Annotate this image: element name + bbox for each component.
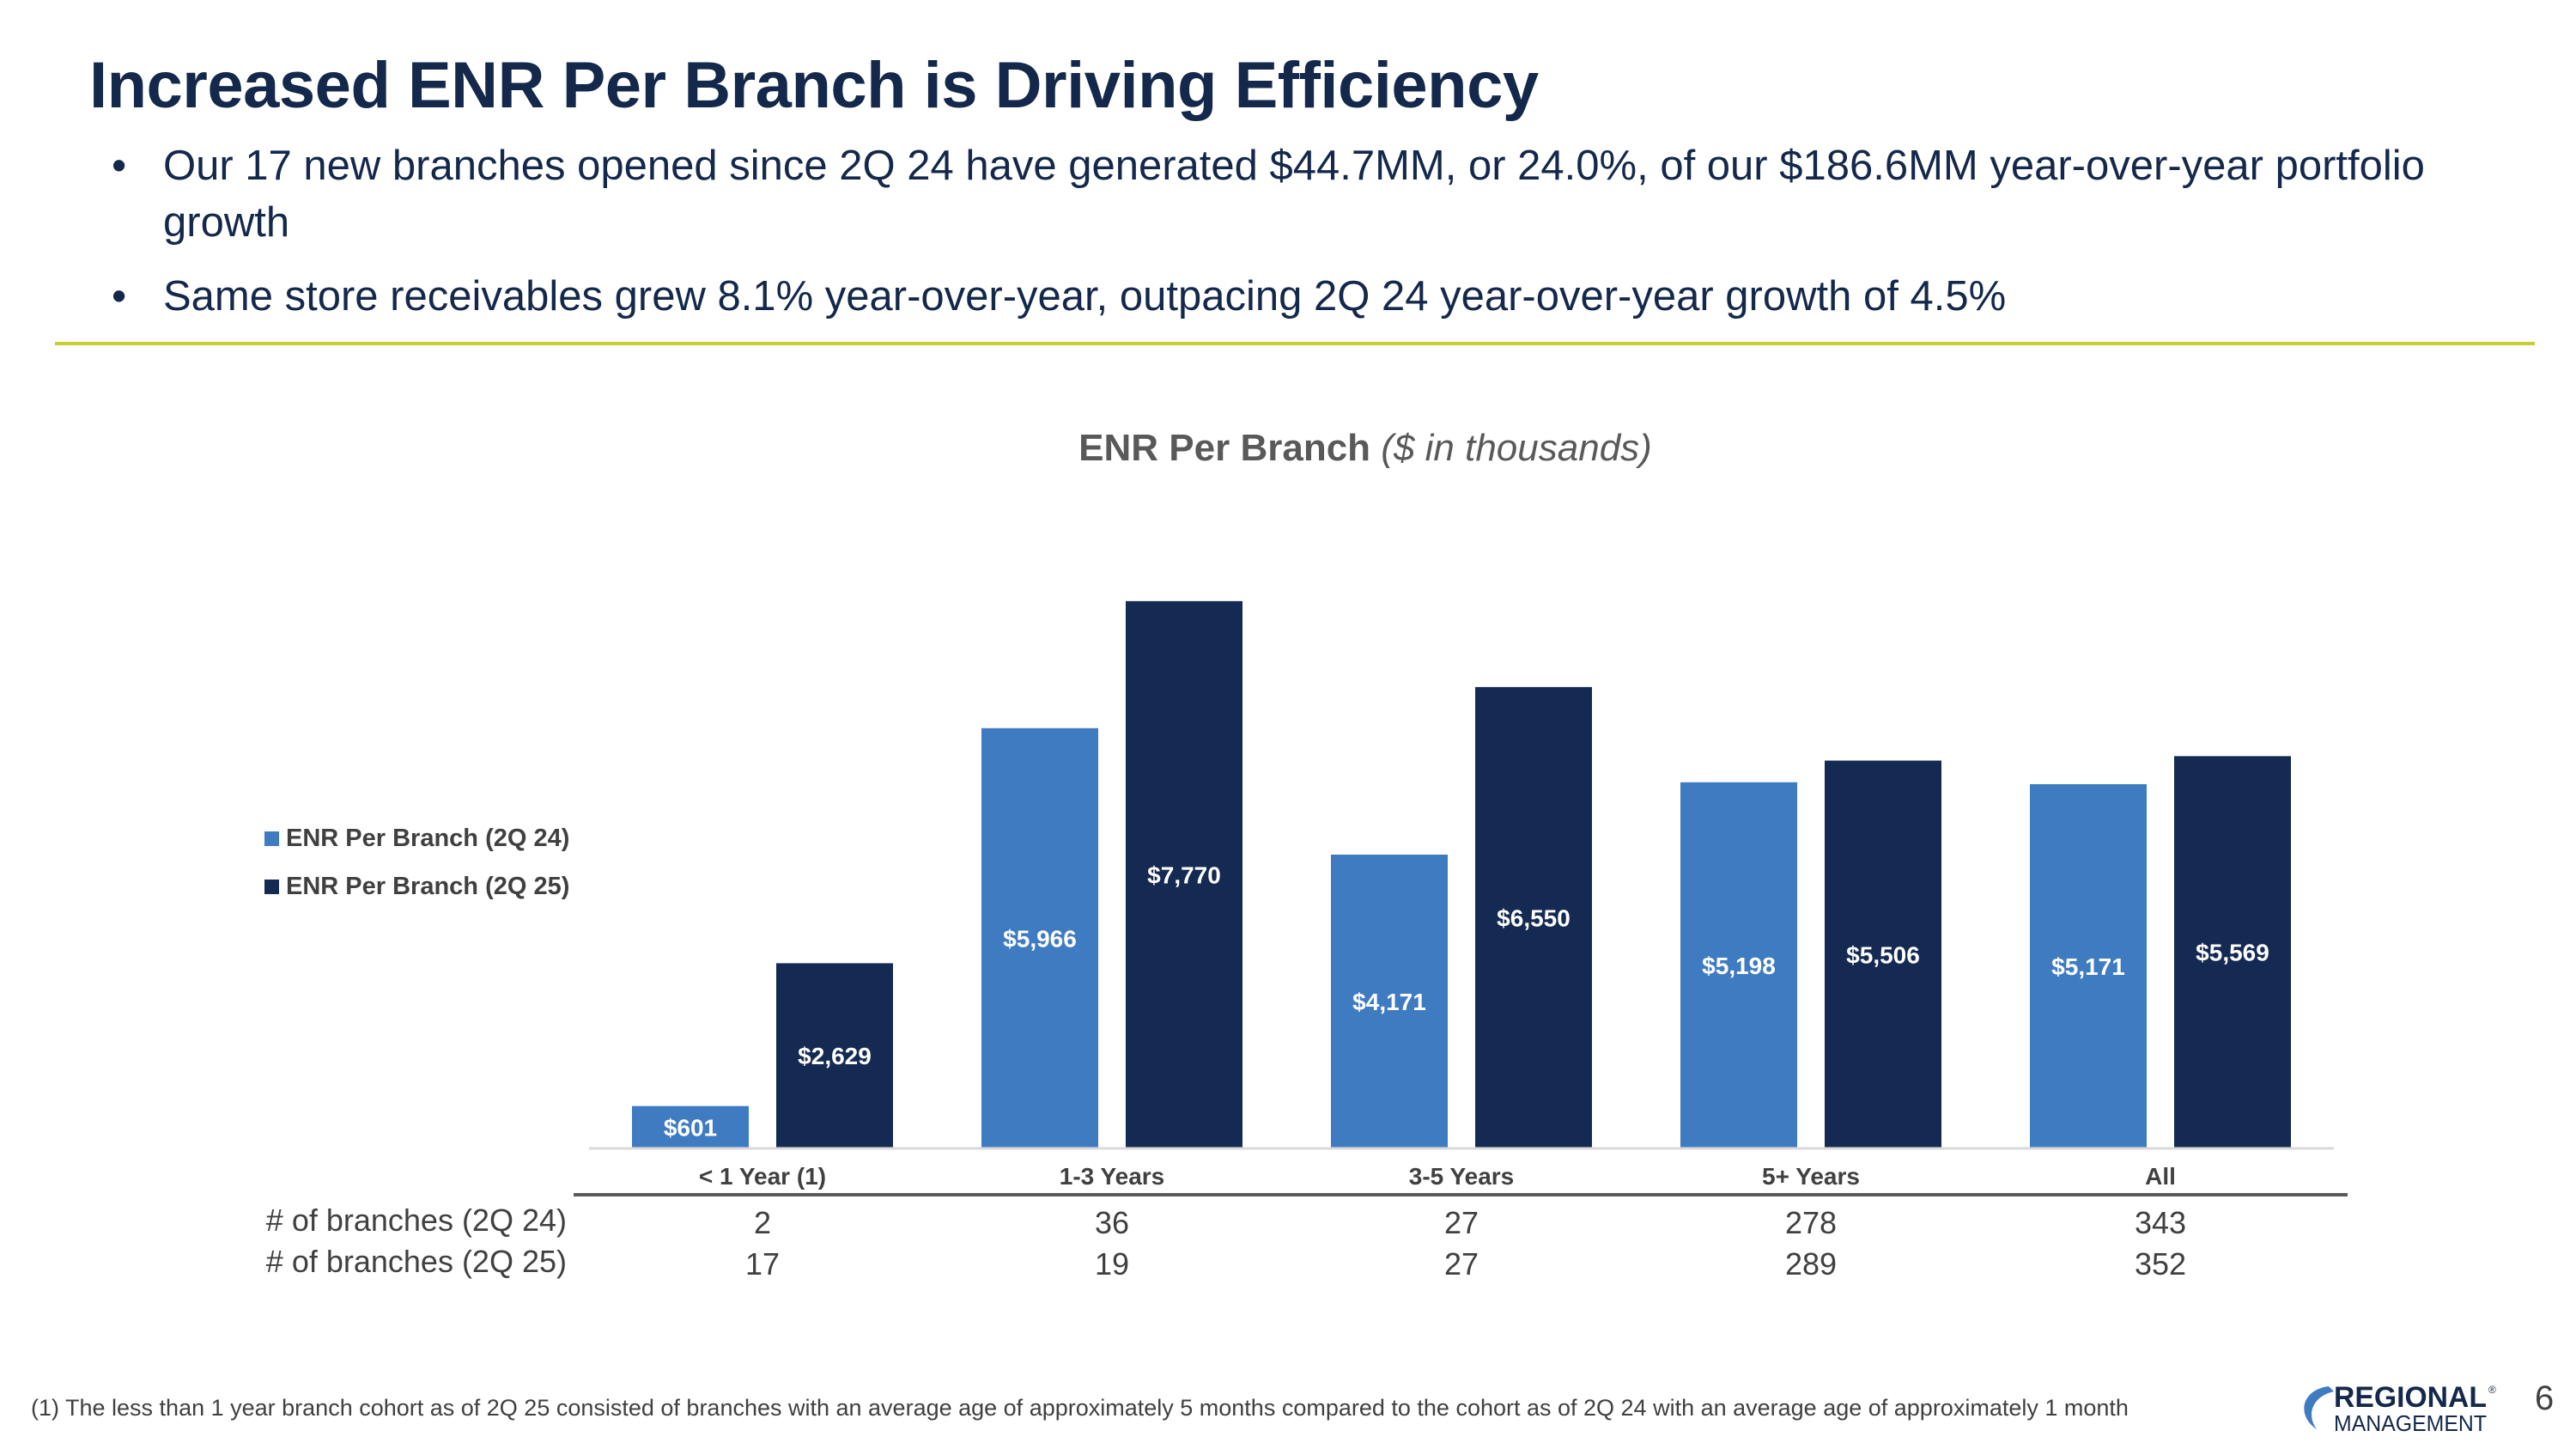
table-row-label-2q25: # of branches (2Q 25): [265, 1244, 567, 1279]
regional-management-logo: REGIONAL ® MANAGEMENT: [2304, 1381, 2496, 1434]
table-cell: 2: [754, 1205, 771, 1240]
bar-2q25: [2174, 756, 2291, 1148]
bar-2q25: [776, 963, 893, 1148]
logo-swoosh-icon: [2304, 1386, 2334, 1429]
x-axis-category-label: All: [2145, 1163, 2176, 1190]
bar-data-label: $601: [664, 1114, 717, 1141]
table-cell: 278: [1785, 1205, 1837, 1240]
chart-subtitle: ($ in thousands): [1381, 427, 1652, 469]
bar-2q24: [981, 728, 1098, 1148]
page-number: 6: [2535, 1379, 2555, 1417]
x-axis-category-label: 3-5 Years: [1409, 1163, 1515, 1190]
bullet-item: Our 17 new branches opened since 2Q 24 h…: [112, 137, 2430, 251]
bullet-item: Same store receivables grew 8.1% year-ov…: [112, 268, 2430, 325]
table-cell: 36: [1095, 1205, 1129, 1240]
table-cell: 19: [1095, 1246, 1129, 1282]
slide-title: Increased ENR Per Branch is Driving Effi…: [89, 49, 1539, 122]
chart-title: ENR Per Branch ($ in thousands): [0, 427, 2576, 470]
table-cell: 352: [2135, 1246, 2186, 1282]
bar-data-label: $2,629: [798, 1043, 872, 1069]
bar-data-label: $6,550: [1497, 904, 1571, 931]
bar-data-label: $5,966: [1003, 925, 1077, 952]
logo-text-line1: REGIONAL: [2334, 1381, 2487, 1414]
table-cell: 27: [1444, 1246, 1479, 1282]
bar-2q25: [1825, 760, 1941, 1148]
table-cell: 27: [1444, 1205, 1479, 1240]
bar-2q25: [1475, 686, 1592, 1148]
table-cell: 17: [745, 1246, 780, 1282]
legend-item-2q24: ENR Per Branch (2Q 24): [264, 814, 569, 862]
bullet-list: Our 17 new branches opened since 2Q 24 h…: [112, 137, 2430, 342]
legend-swatch-2q25: [264, 879, 279, 894]
legend-label-2q24: ENR Per Branch (2Q 24): [286, 824, 570, 852]
legend-label-2q25: ENR Per Branch (2Q 25): [286, 872, 570, 900]
chart-title-main: ENR Per Branch: [1078, 427, 1371, 469]
bar-2q24: [1680, 782, 1797, 1148]
bar-2q25: [1126, 600, 1242, 1148]
x-axis-category-label: 5+ Years: [1762, 1163, 1860, 1190]
x-axis-category-label: 1-3 Years: [1060, 1163, 1165, 1190]
footnote: (1) The less than 1 year branch cohort a…: [31, 1395, 2129, 1421]
table-cell: 343: [2135, 1205, 2186, 1240]
bar-2q24: [632, 1105, 749, 1148]
title-divider: [55, 342, 2535, 345]
bar-data-label: $4,171: [1352, 989, 1426, 1015]
x-axis-category-label: < 1 Year (1): [699, 1163, 826, 1190]
bar-data-label: $5,198: [1702, 953, 1776, 979]
bar-2q24: [2030, 783, 2147, 1148]
logo-text-line2: MANAGEMENT: [2334, 1410, 2487, 1434]
legend-swatch-2q24: [264, 831, 279, 846]
chart-legend: ENR Per Branch (2Q 24) ENR Per Branch (2…: [264, 814, 569, 910]
bar-data-label: $5,506: [1846, 941, 1920, 968]
logo-registered-mark: ®: [2488, 1384, 2496, 1396]
table-row-label-2q24: # of branches (2Q 24): [265, 1202, 567, 1238]
table-cell: 289: [1785, 1246, 1837, 1282]
bar-2q24: [1331, 854, 1448, 1148]
bar-data-label: $5,569: [2196, 940, 2269, 966]
bar-data-label: $7,770: [1147, 861, 1221, 888]
bar-data-label: $5,171: [2051, 953, 2125, 980]
legend-item-2q25: ENR Per Branch (2Q 25): [264, 862, 569, 910]
